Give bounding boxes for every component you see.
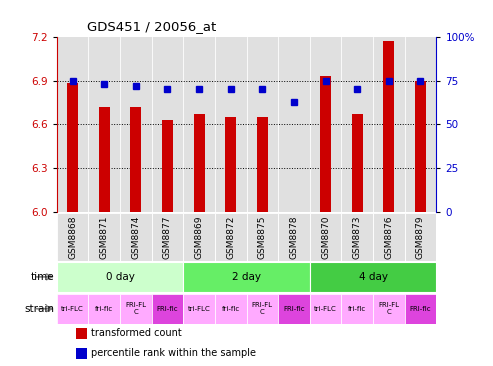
Text: fri-flc: fri-flc: [348, 306, 366, 312]
Text: 0 day: 0 day: [106, 272, 135, 282]
Text: FRI-flc: FRI-flc: [410, 306, 431, 312]
Bar: [373, 294, 405, 324]
Bar: [130, 107, 141, 212]
Bar: [67, 83, 78, 212]
Bar: [215, 294, 246, 324]
Text: FRI-flc: FRI-flc: [283, 306, 305, 312]
Bar: [215, 213, 246, 261]
Bar: [373, 213, 405, 261]
Bar: [183, 262, 310, 292]
Text: percentile rank within the sample: percentile rank within the sample: [91, 348, 256, 358]
Text: fri-flc: fri-flc: [95, 306, 113, 312]
Bar: [384, 41, 394, 212]
Bar: [120, 294, 152, 324]
Bar: [278, 213, 310, 261]
Bar: [310, 213, 341, 261]
Text: GSM8872: GSM8872: [226, 215, 235, 259]
Bar: [225, 117, 236, 212]
Bar: [405, 213, 436, 261]
Bar: [194, 114, 205, 212]
Text: GSM8876: GSM8876: [385, 215, 393, 259]
Text: GSM8868: GSM8868: [68, 215, 77, 259]
Text: GSM8871: GSM8871: [100, 215, 108, 259]
Bar: [257, 117, 268, 212]
Bar: [352, 114, 363, 212]
Bar: [246, 213, 278, 261]
Text: tri-FLC: tri-FLC: [188, 306, 211, 312]
Text: fri-flc: fri-flc: [221, 306, 240, 312]
Text: GSM8874: GSM8874: [131, 215, 141, 259]
Bar: [57, 213, 88, 261]
Bar: [76, 328, 87, 339]
Text: transformed count: transformed count: [91, 328, 181, 338]
Bar: [88, 213, 120, 261]
Text: 4 day: 4 day: [358, 272, 387, 282]
Text: FRI-flc: FRI-flc: [157, 306, 178, 312]
Bar: [76, 348, 87, 359]
Text: GSM8877: GSM8877: [163, 215, 172, 259]
Text: GDS451 / 20056_at: GDS451 / 20056_at: [87, 20, 216, 33]
Text: GSM8879: GSM8879: [416, 215, 425, 259]
Bar: [183, 213, 215, 261]
Bar: [152, 213, 183, 261]
Bar: [310, 262, 436, 292]
Bar: [341, 213, 373, 261]
Bar: [120, 213, 152, 261]
Bar: [162, 120, 173, 212]
Bar: [183, 294, 215, 324]
Text: time: time: [31, 272, 54, 282]
Text: 2 day: 2 day: [232, 272, 261, 282]
Text: GSM8869: GSM8869: [195, 215, 204, 259]
Bar: [278, 294, 310, 324]
Bar: [57, 262, 183, 292]
Bar: [415, 81, 426, 212]
Bar: [88, 294, 120, 324]
Bar: [246, 294, 278, 324]
Text: tri-FLC: tri-FLC: [314, 306, 337, 312]
Text: GSM8870: GSM8870: [321, 215, 330, 259]
Bar: [320, 76, 331, 212]
Text: FRI-FL
C: FRI-FL C: [378, 302, 399, 315]
Bar: [405, 294, 436, 324]
Bar: [99, 107, 109, 212]
Bar: [57, 294, 88, 324]
Text: GSM8873: GSM8873: [352, 215, 362, 259]
Text: FRI-FL
C: FRI-FL C: [125, 302, 146, 315]
Bar: [310, 294, 341, 324]
Bar: [341, 294, 373, 324]
Text: GSM8875: GSM8875: [258, 215, 267, 259]
Text: tri-FLC: tri-FLC: [61, 306, 84, 312]
Text: GSM8878: GSM8878: [289, 215, 298, 259]
Bar: [152, 294, 183, 324]
Text: FRI-FL
C: FRI-FL C: [252, 302, 273, 315]
Text: strain: strain: [24, 304, 54, 314]
